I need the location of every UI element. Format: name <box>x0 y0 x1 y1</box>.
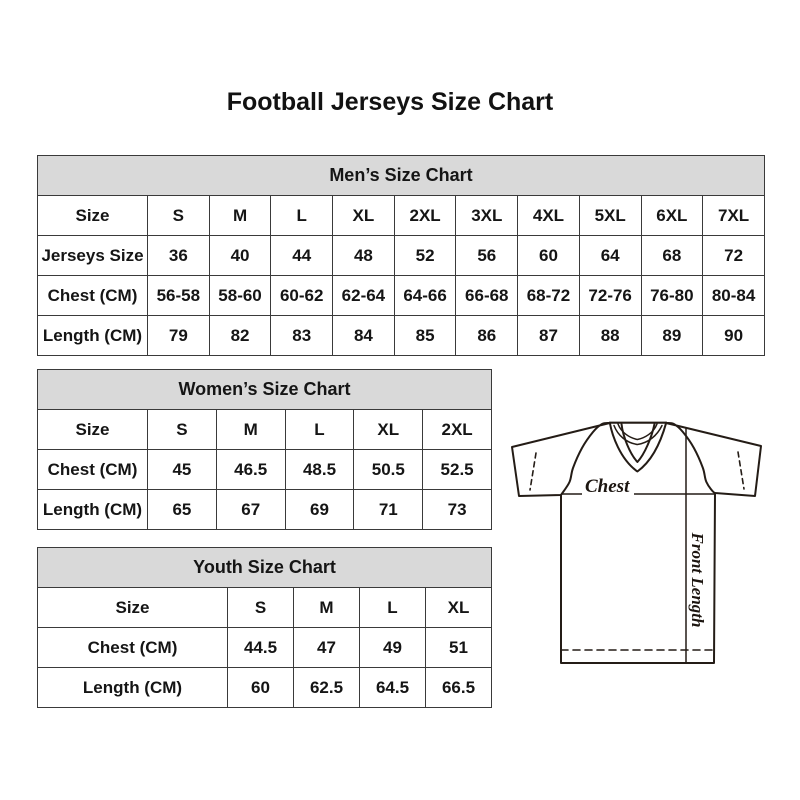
svg-text:Front Length: Front Length <box>688 532 707 628</box>
svg-text:Chest: Chest <box>585 476 630 497</box>
